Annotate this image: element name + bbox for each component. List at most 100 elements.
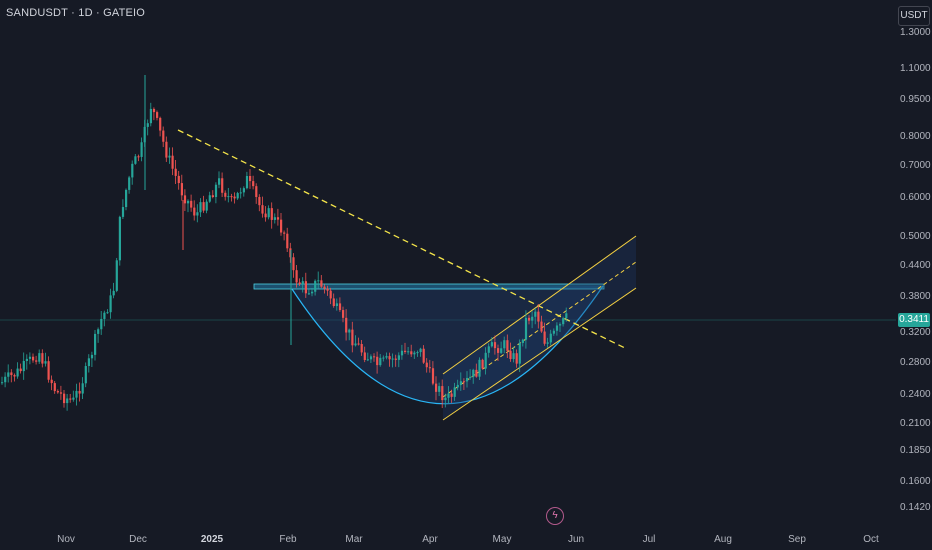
candle-body [28,356,32,359]
candle-body [307,293,311,295]
candle-body [546,342,549,344]
candle-body [56,391,59,393]
candle-body [19,368,22,372]
currency-button[interactable]: USDT [898,6,930,26]
candle-body [177,175,180,184]
candle-body [87,358,90,367]
candle-body [301,281,304,285]
candle-body [447,393,450,398]
candle-body [472,369,475,377]
candle-body [50,379,53,384]
candle-body [283,232,286,234]
candle-body [236,193,239,199]
price-axis-label: 0.1600 [900,476,931,487]
candle-body [106,312,109,314]
channel-upper-line [442,235,637,375]
price-axis-label: 0.2800 [900,357,931,368]
candle-body [342,310,345,318]
candle-body [286,233,289,249]
candle-body [466,377,469,382]
candle-body [196,212,199,216]
candle-body [211,195,214,198]
candle-body [47,361,50,380]
candle-body [168,155,171,158]
candle-body [137,156,140,158]
candle-body [444,397,447,401]
candle-body [1,382,4,384]
candle-body [543,331,546,344]
candle-body [276,217,280,220]
candle-body [345,317,348,333]
time-axis-label: Nov [57,534,75,545]
lightning-icon[interactable]: ϟ [546,507,564,525]
price-axis-label: 0.2100 [900,418,931,429]
candle-body [335,303,338,307]
candle-body [537,311,540,322]
price-axis-label: 0.8000 [900,131,931,142]
candle-body [267,208,270,218]
candle-body [199,202,202,213]
candle-body [140,142,143,157]
price-axis-label: 0.2400 [900,389,931,400]
candle-body [187,200,190,204]
candle-body [84,366,87,384]
candle-body [438,386,441,392]
price-axis-label: 0.5000 [900,231,931,242]
candle-body [382,357,385,359]
symbol-title[interactable]: SANDUSDT · 1D · GATEIO [6,7,146,19]
candle-body [295,270,298,283]
candle-body [366,359,369,361]
candle-body [239,192,242,194]
candle-body [509,350,512,360]
candle-body [304,281,307,294]
time-axis-label: Aug [714,534,732,545]
candle-body [156,112,159,118]
candle-body [280,219,283,233]
candle-body [497,348,500,353]
candle-body [16,368,19,377]
candle-body [422,348,425,363]
time-axis-label: Jun [567,534,585,545]
descending-trendline [177,129,626,349]
candle-body [487,346,490,353]
candle-body [230,196,233,198]
price-axis-label: 0.1850 [900,445,931,456]
candle-body [441,386,444,401]
candle-body [233,196,236,199]
candle-body [258,197,261,206]
channel-fill [443,236,636,420]
candle-body [373,356,376,358]
candle-body [478,359,481,377]
candle-body [484,352,487,369]
candle-body [7,372,10,377]
candle-body [115,260,118,291]
candle-body [462,381,466,383]
candle-body [69,398,72,400]
candle-body [419,348,422,353]
candle-body [320,280,323,287]
candle-body [363,352,366,360]
candle-body [518,342,521,364]
resistance-zone [253,283,605,290]
price-axis-label: 0.7000 [900,160,931,171]
candle-body [227,196,230,198]
candle-body [400,350,404,356]
candle-body [221,178,224,193]
candle-body [379,357,382,366]
candle-body [134,156,137,164]
candle-body [41,353,44,364]
candle-body [66,398,69,404]
candle-body [490,342,493,347]
candle-body [152,108,156,113]
candle-body [481,359,484,369]
time-axis-label: Dec [129,534,147,545]
candle-body [540,321,543,332]
candle-body [59,392,63,394]
candle-body [128,177,131,190]
candle-body [171,155,174,169]
price-axis-label: 1.1000 [900,63,931,74]
candle-body [162,130,165,142]
candle-body [314,280,317,292]
